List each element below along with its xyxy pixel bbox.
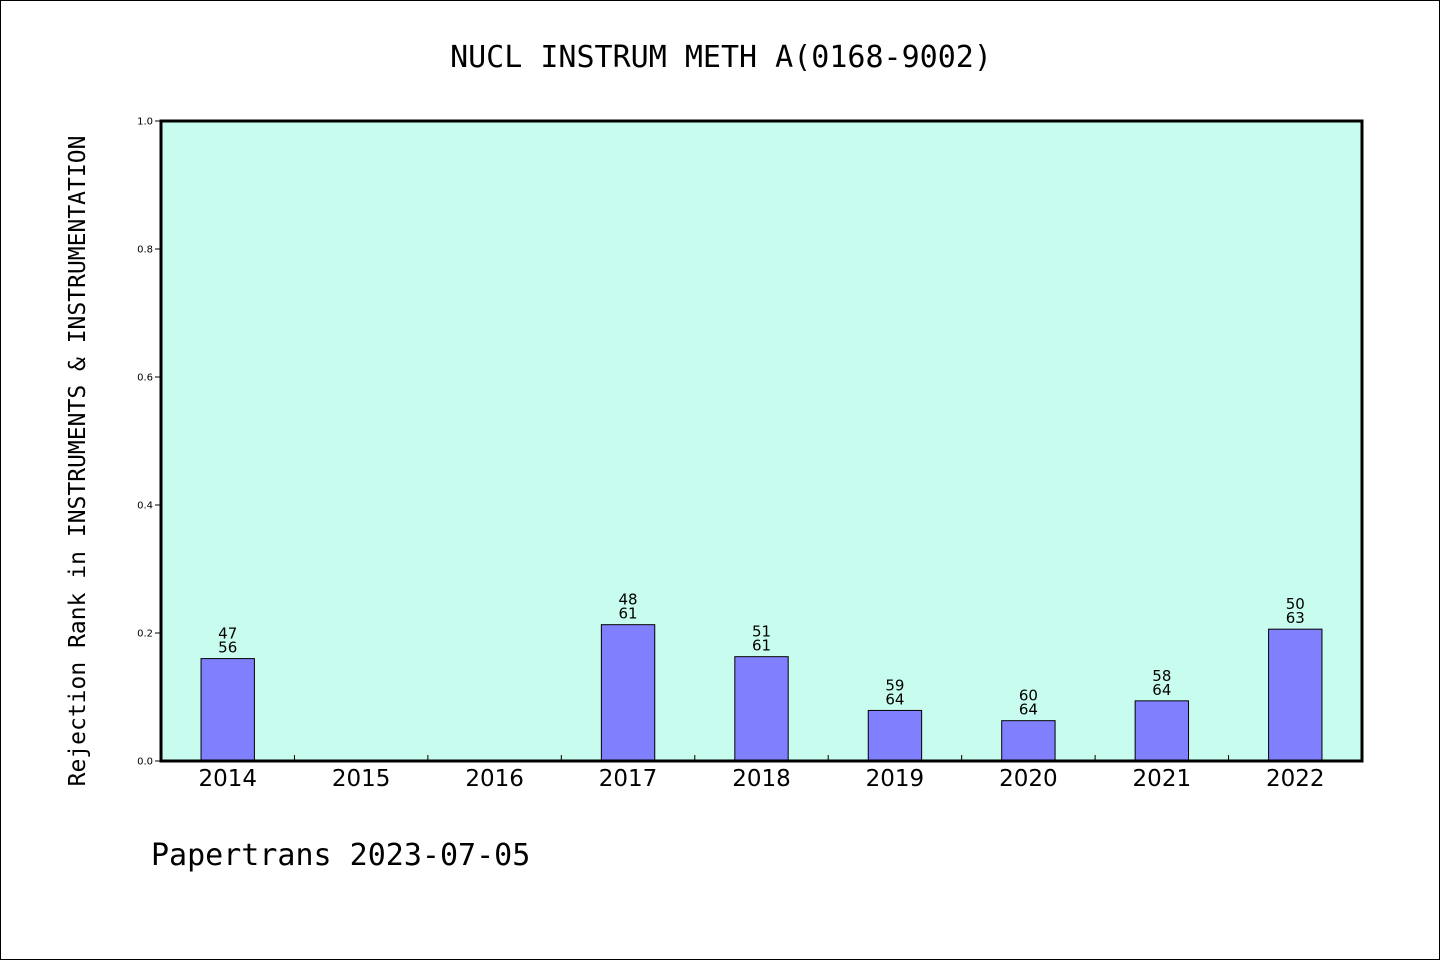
bar-total-label: 63	[1286, 609, 1305, 627]
bar	[734, 656, 789, 762]
x-tick-label: 2022	[1266, 766, 1325, 792]
x-tick-label: 2021	[1133, 766, 1192, 792]
plot-area	[161, 121, 1362, 761]
y-tick-label: 0.6	[137, 373, 153, 384]
y-tick-label: 1.0	[137, 117, 153, 128]
bar-total-label: 61	[752, 637, 771, 655]
bar-rank-label: 60	[1019, 687, 1038, 705]
x-tick-label: 2015	[332, 766, 391, 792]
bar-rank-label: 50	[1286, 595, 1305, 613]
bar-rank-label: 48	[619, 591, 638, 609]
bar-rank-label: 59	[885, 676, 904, 694]
x-tick-label: 2016	[465, 766, 524, 792]
bar-total-label: 64	[1019, 701, 1038, 719]
y-axis-label: Rejection Rank in INSTRUMENTS & INSTRUME…	[65, 136, 91, 787]
bar-rank-label: 58	[1152, 667, 1171, 685]
x-tick-label: 2017	[599, 766, 658, 792]
x-tick-label: 2014	[198, 766, 257, 792]
bar-total-label: 64	[1152, 681, 1171, 699]
bar	[1134, 700, 1190, 762]
y-tick-label: 0.2	[137, 629, 153, 640]
footer-text: Papertrans 2023-07-05	[151, 838, 530, 873]
bar-total-label: 56	[218, 639, 237, 657]
bar-rank-label: 51	[752, 623, 771, 641]
bar	[1001, 720, 1056, 762]
y-axis-ticks: 0.0 0.2 0.4 0.6 0.8 1.0	[137, 117, 161, 768]
bar	[1268, 628, 1323, 762]
bar	[200, 658, 255, 762]
x-tick-label: 2019	[866, 766, 925, 792]
chart-title: NUCL INSTRUM METH A(0168-9002)	[450, 40, 992, 75]
bar	[600, 624, 656, 762]
bar-series	[200, 624, 1323, 762]
bar	[867, 709, 923, 762]
bar-total-label: 64	[885, 690, 904, 708]
x-axis-ticks: 2014 2015 2016 2017 2018 2019 2020 2021 2022	[198, 755, 1325, 792]
x-tick-label: 2018	[732, 766, 791, 792]
bar-rank-label: 47	[218, 625, 237, 643]
y-tick-label: 0.0	[137, 757, 153, 768]
plot-border	[159, 119, 1364, 763]
y-tick-label: 0.8	[137, 245, 153, 256]
x-tick-label: 2020	[999, 766, 1058, 792]
y-tick-label: 0.4	[137, 501, 153, 512]
bar-total-label: 61	[619, 605, 638, 623]
